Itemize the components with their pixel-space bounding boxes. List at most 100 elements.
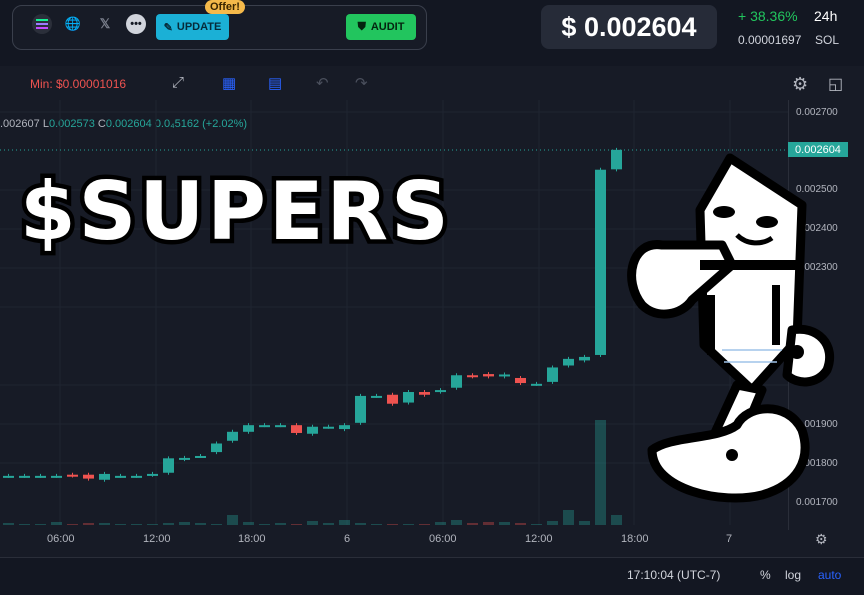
volume-bar [451, 520, 462, 525]
update-button-label: UPDATE [176, 21, 222, 33]
auto-scale-toggle[interactable]: auto [818, 568, 842, 582]
volume-bar [387, 524, 398, 525]
volume-bar [147, 524, 158, 525]
token-logo-wordmark: $SUPERS [16, 161, 454, 263]
candle-body [179, 457, 190, 460]
edit-icon: ✎ [163, 21, 173, 34]
y-tick: 0.002400 [796, 223, 838, 234]
candle-body [19, 475, 30, 478]
volume-bar [275, 523, 286, 525]
volume-bar [243, 522, 254, 525]
volume-bar [611, 515, 622, 525]
clock-time: 17:10:04 (UTC-7) [627, 568, 721, 582]
volume-bar [355, 523, 366, 525]
min-price-label: Min: $0.00001016 [30, 77, 127, 91]
ohlc-low-label: L [42, 118, 49, 130]
indicators-icon[interactable]: ▤ [268, 75, 283, 92]
ohlc-close: 0.002604 [105, 118, 152, 130]
volume-bar [595, 420, 606, 525]
camera-icon[interactable]: ◱ [828, 76, 844, 93]
fullscreen-icon[interactable]: ⤢ [172, 74, 185, 91]
candle-body [131, 475, 142, 478]
candle-body [435, 390, 446, 393]
volume-bar [67, 524, 78, 525]
price-change-24h: + 38.36% [738, 8, 798, 24]
volume-bar [115, 524, 126, 525]
candle-body [451, 375, 462, 388]
x-tick: 12:00 [143, 533, 171, 545]
ohlc-open-partial: .002607 [0, 118, 40, 130]
candle-body [499, 374, 510, 377]
volume-bar [419, 524, 430, 525]
candle-body [163, 458, 174, 473]
volume-bar [131, 524, 142, 525]
change-period: 24h [814, 8, 838, 24]
x-tick: 06:00 [429, 533, 457, 545]
x-twitter-icon[interactable]: 𝕏 [99, 16, 111, 31]
volume-bar [515, 523, 526, 525]
volume-bar [371, 524, 382, 525]
candle-body [243, 425, 254, 432]
volume-bar [579, 521, 590, 525]
candle-body [323, 426, 334, 429]
website-globe-icon[interactable]: 🌐 [64, 16, 82, 31]
y-tick: 0.001900 [796, 419, 838, 430]
volume-bar [563, 510, 574, 525]
volume-bar [483, 522, 494, 525]
sol-unit: SOL [815, 33, 840, 47]
volume-bar [3, 523, 14, 525]
x-tick: 12:00 [525, 533, 553, 545]
undo-icon[interactable]: ↶ [316, 75, 329, 92]
offer-badge: Offer! [205, 0, 245, 14]
x-tick: 6 [344, 533, 351, 545]
candle-body [563, 358, 574, 366]
log-scale-toggle[interactable]: log [785, 568, 802, 582]
volume-bar [531, 524, 542, 525]
candle-body [531, 383, 542, 386]
candle-body [419, 392, 430, 395]
volume-bar [323, 523, 334, 525]
time-axis-settings-icon[interactable]: ⚙ [815, 531, 828, 547]
candle-body [403, 392, 414, 403]
candle-body [259, 425, 270, 428]
x-tick: 18:00 [621, 533, 649, 545]
volume-bar [547, 521, 558, 525]
more-options-icon[interactable]: ••• [126, 14, 146, 34]
volume-bar [195, 523, 206, 525]
volume-bar [35, 524, 46, 525]
y-tick: 0.002300 [796, 262, 838, 273]
audit-button-label: AUDIT [370, 21, 405, 33]
redo-icon[interactable]: ↷ [355, 75, 368, 92]
candle-body [115, 475, 126, 478]
volume-bar [499, 522, 510, 525]
chart-toolbar [0, 66, 864, 100]
mascot-illustration [627, 153, 834, 503]
status-bar [0, 557, 864, 595]
volume-bar [51, 522, 62, 525]
solana-icon[interactable] [32, 14, 52, 34]
percent-scale-toggle[interactable]: % [760, 568, 771, 582]
update-button[interactable]: ✎ UPDATE [156, 14, 229, 40]
volume-bar [307, 521, 318, 525]
audit-button[interactable]: ⛊ AUDIT [346, 14, 416, 40]
candle-body [339, 425, 350, 430]
candle-body [547, 367, 558, 382]
candle-body [83, 474, 94, 479]
x-tick: 18:00 [238, 533, 266, 545]
volume-bar [291, 524, 302, 525]
candle-body [515, 377, 526, 384]
last-price-tag: 0.002604 [788, 142, 848, 157]
y-tick: 0.001800 [796, 458, 838, 469]
settings-gear-icon[interactable]: ⚙ [792, 74, 809, 94]
candles-icon[interactable]: ▦ [222, 75, 237, 92]
volume-bar [163, 523, 174, 525]
volume-bar [211, 524, 222, 525]
candle-body [467, 375, 478, 378]
candle-body [211, 443, 222, 453]
volume-bar [227, 515, 238, 525]
candle-body [579, 356, 590, 361]
volume-bar [259, 524, 270, 525]
ohlc-change: 0.0₄5162 (+2.02%) [154, 118, 248, 130]
current-price: $ 0.002604 [541, 5, 717, 49]
candle-body [307, 426, 318, 434]
